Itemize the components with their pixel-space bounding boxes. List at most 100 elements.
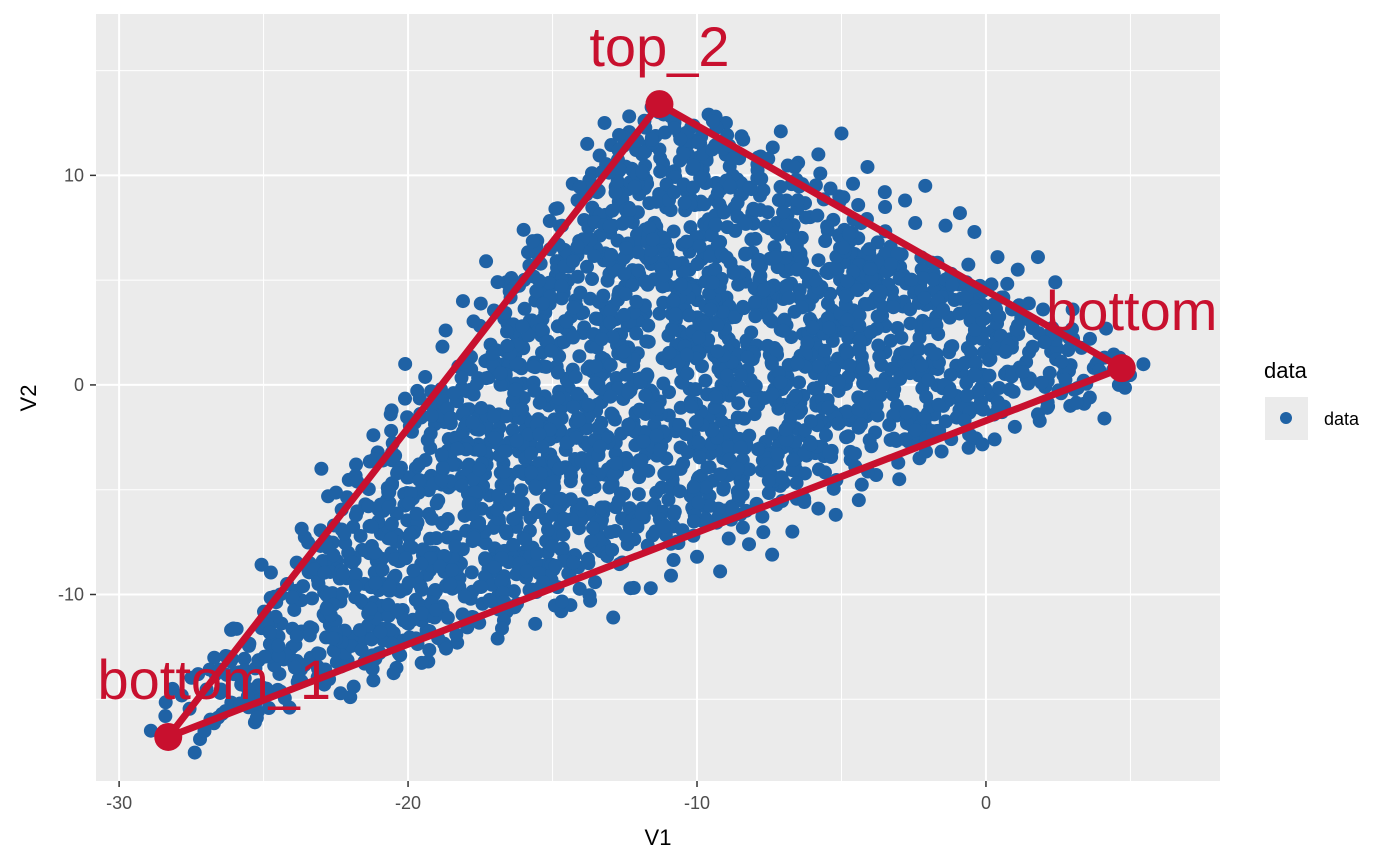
data-point [736, 411, 751, 426]
data-point [398, 551, 413, 566]
data-point [803, 414, 818, 429]
data-point [1015, 365, 1030, 380]
data-point [429, 531, 444, 546]
data-point [898, 193, 913, 208]
data-point [603, 315, 618, 330]
data-point [839, 430, 854, 445]
data-point [569, 430, 584, 445]
data-point [959, 388, 974, 403]
triangle-edge [165, 100, 1126, 741]
data-point [810, 208, 825, 223]
data-point [429, 603, 444, 618]
data-point [938, 414, 953, 429]
data-point [271, 638, 286, 653]
data-point [605, 203, 620, 218]
data-point [529, 284, 544, 299]
data-point [302, 628, 317, 643]
data-point [603, 303, 618, 318]
data-point [797, 495, 812, 510]
data-point [1069, 395, 1084, 410]
data-point [621, 417, 636, 432]
data-point [622, 109, 637, 124]
data-point [213, 682, 228, 697]
data-point [435, 339, 450, 354]
data-point [1099, 321, 1114, 336]
data-point [588, 575, 603, 590]
data-point [240, 689, 255, 704]
data-point [261, 701, 276, 716]
data-point [526, 359, 541, 374]
data-point [257, 649, 272, 664]
data-point [566, 555, 581, 570]
data-point [702, 498, 717, 513]
legend-label-data: data [1324, 409, 1360, 429]
data-point [287, 660, 302, 675]
data-point [494, 551, 509, 566]
data-point [612, 162, 627, 177]
data-point [493, 366, 508, 381]
data-point [847, 446, 862, 461]
data-point [382, 485, 397, 500]
data-point [553, 491, 568, 506]
data-point [846, 176, 861, 191]
data-point [311, 661, 326, 676]
data-point [454, 478, 469, 493]
data-point [237, 663, 252, 678]
data-point [952, 306, 967, 321]
data-point [592, 439, 607, 454]
data-point [352, 623, 367, 638]
data-point [490, 502, 505, 517]
data-point [346, 679, 361, 694]
data-point [390, 466, 405, 481]
data-point [878, 200, 893, 215]
data-point [1082, 390, 1097, 405]
data-point [514, 483, 529, 498]
data-point [554, 291, 569, 306]
data-point [398, 356, 413, 371]
data-point [437, 549, 452, 564]
data-point [740, 350, 755, 365]
data-point [518, 532, 533, 547]
data-point [634, 453, 649, 468]
data-point [602, 219, 617, 234]
data-point [735, 487, 750, 502]
data-point [326, 548, 341, 563]
data-point [668, 307, 683, 322]
data-point [943, 384, 958, 399]
data-point [384, 516, 399, 531]
data-point [301, 535, 316, 550]
data-point [630, 245, 645, 260]
data-point [588, 359, 603, 374]
data-point [627, 179, 642, 194]
data-point [618, 528, 633, 543]
data-point [992, 309, 1007, 324]
data-point [1010, 262, 1025, 277]
data-point [708, 217, 723, 232]
data-point [713, 467, 728, 482]
data-point [992, 381, 1007, 396]
data-point [615, 216, 630, 231]
data-point [666, 553, 681, 568]
x-tick-label: -20 [395, 793, 421, 813]
data-point [839, 404, 854, 419]
data-point [731, 396, 746, 411]
data-point [263, 565, 278, 580]
data-point [556, 511, 571, 526]
data-point [652, 306, 667, 321]
data-point [673, 461, 688, 476]
data-point [608, 456, 623, 471]
y-tick-label: 10 [64, 165, 84, 185]
legend-title: data [1264, 358, 1308, 383]
data-point [305, 591, 320, 606]
data-point [314, 461, 329, 476]
data-point [322, 586, 337, 601]
data-point [532, 395, 547, 410]
data-point [691, 495, 706, 510]
data-point [409, 506, 424, 521]
data-point [976, 402, 991, 417]
data-point [776, 205, 791, 220]
data-point [678, 427, 693, 442]
data-point [892, 472, 907, 487]
data-point [515, 402, 530, 417]
data-point [680, 366, 695, 381]
